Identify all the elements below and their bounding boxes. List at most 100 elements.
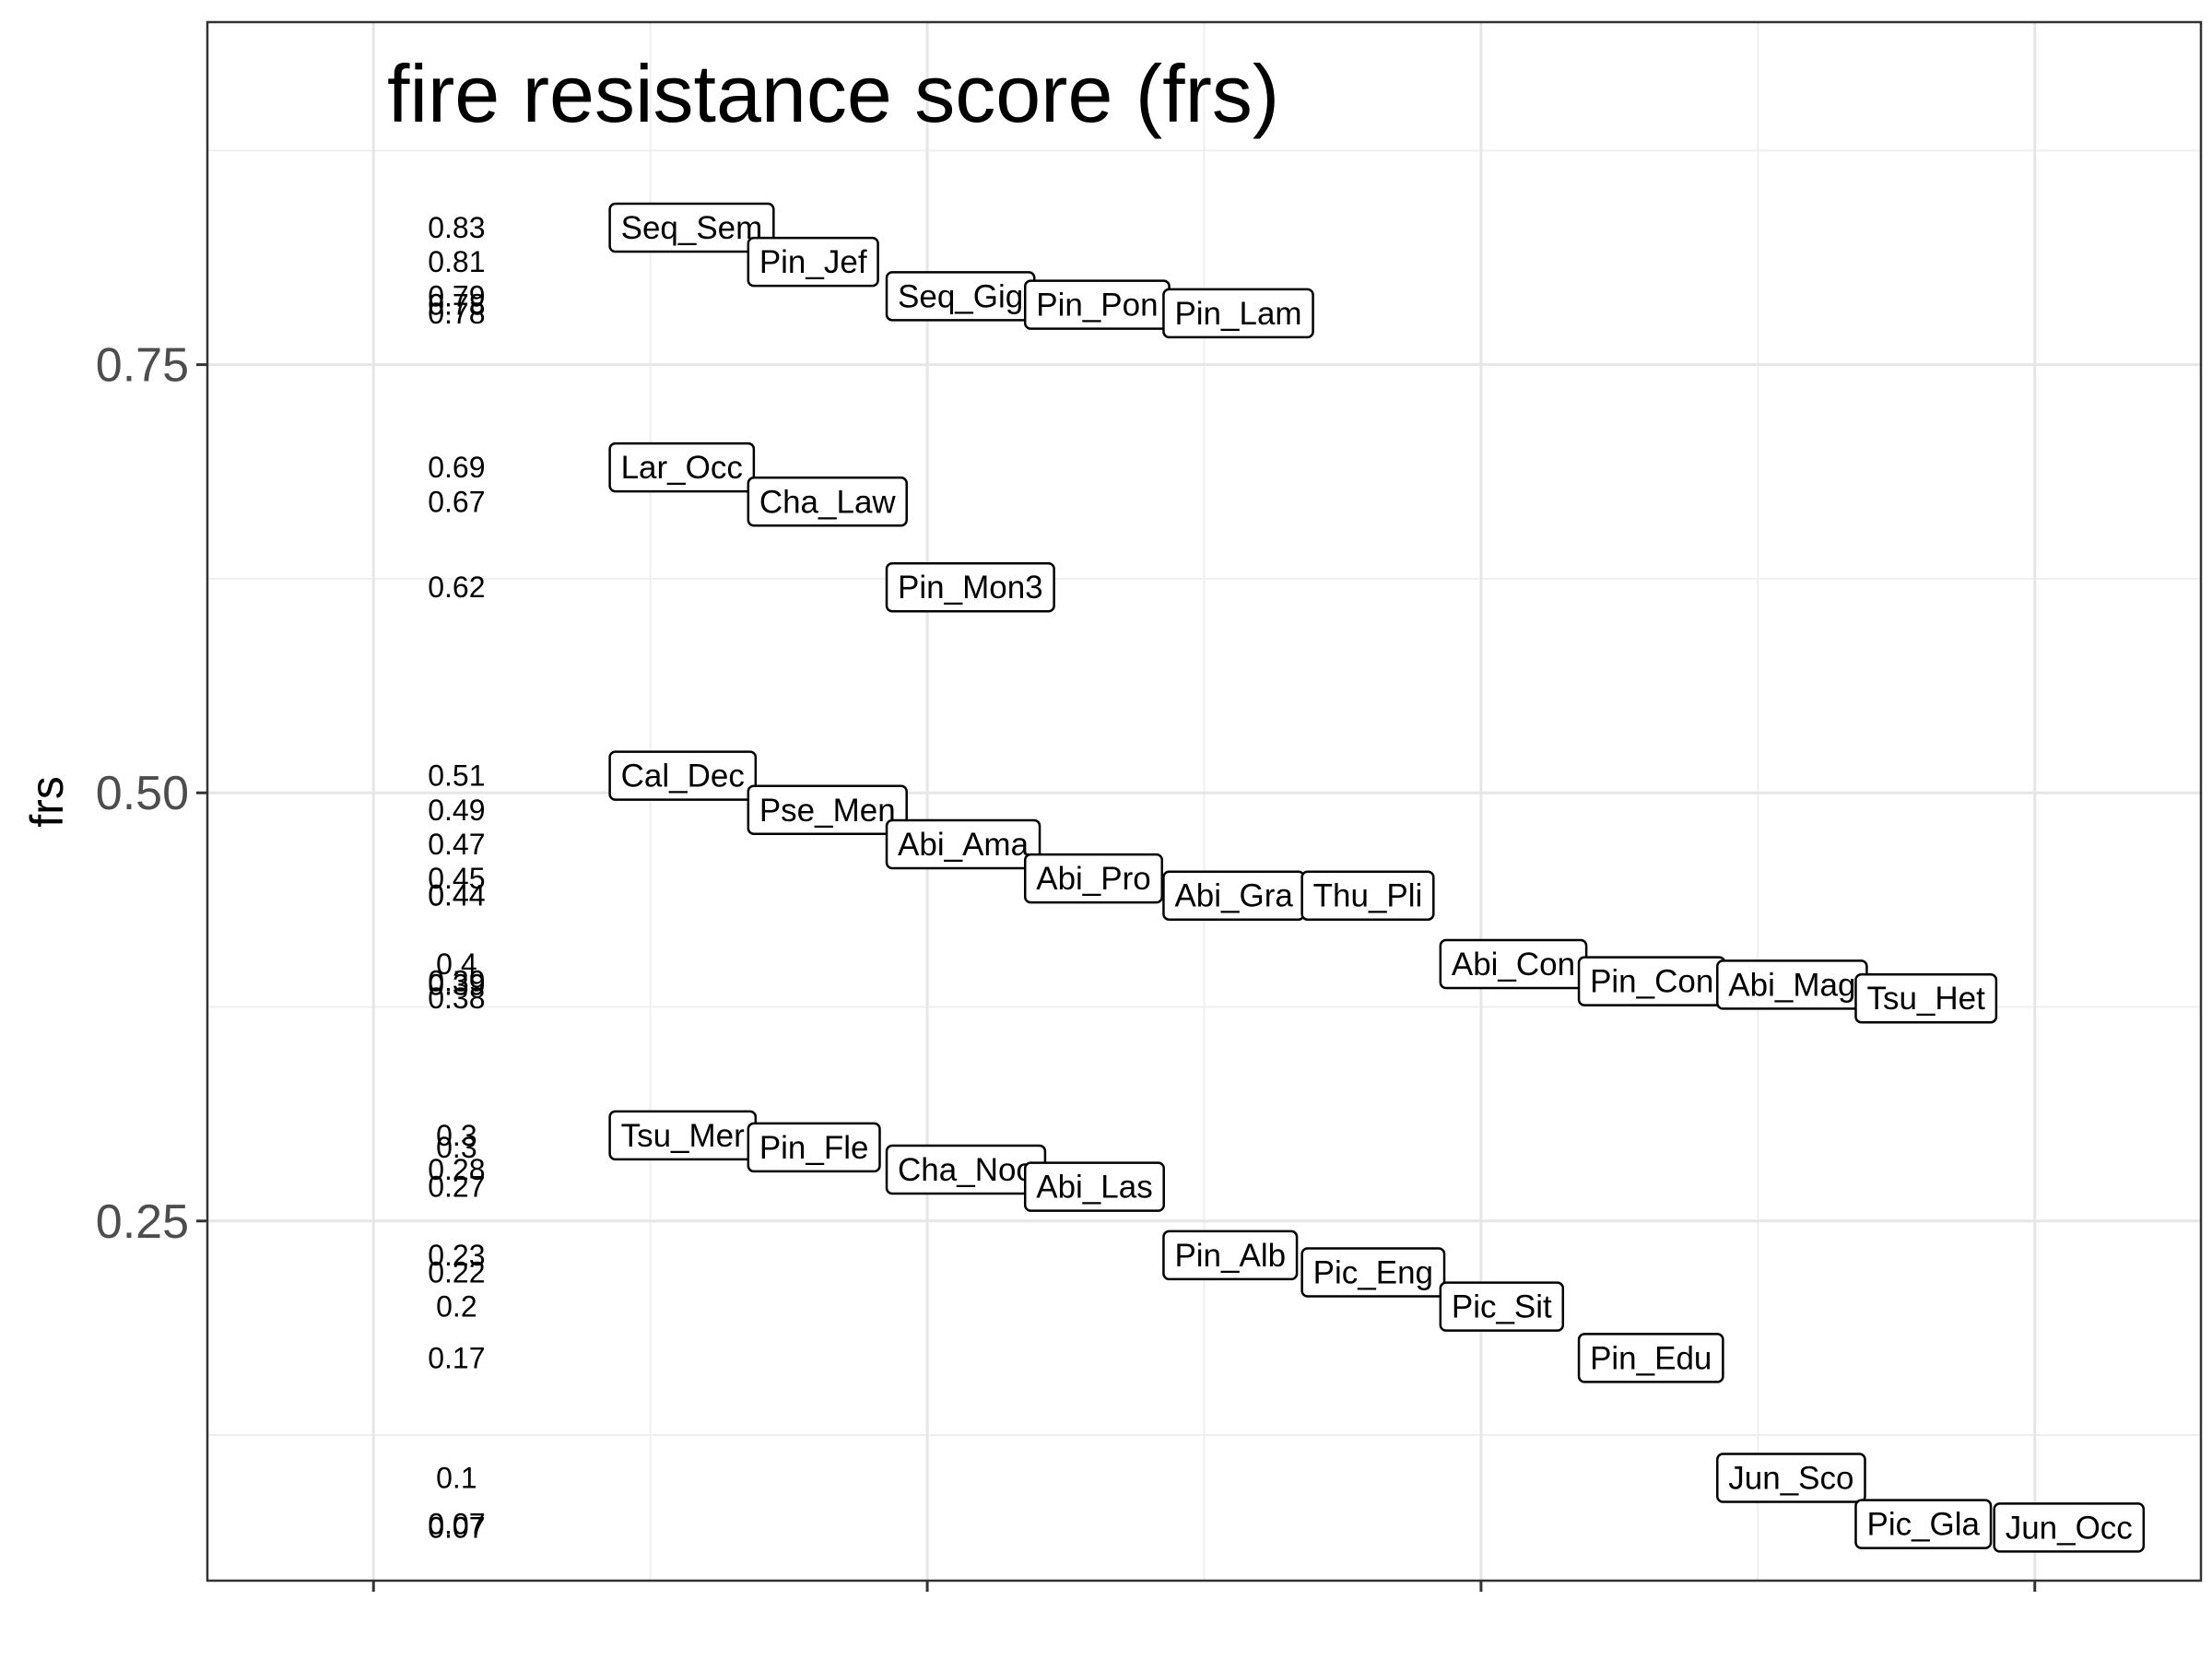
species-label: Pic_Gla bbox=[1854, 1499, 1993, 1549]
species-label-text: Abi_Las bbox=[1036, 1170, 1152, 1206]
species-label-box bbox=[1993, 1502, 2146, 1553]
value-label: 0.28 bbox=[428, 1153, 485, 1186]
y-axis-label: frs bbox=[21, 776, 73, 828]
value-label: 0.27 bbox=[428, 1171, 485, 1204]
value-label: 0.39 bbox=[428, 968, 485, 1001]
value-label: 0.2 bbox=[436, 1290, 477, 1324]
species-label-text: Tsu_Het bbox=[1866, 981, 1985, 1017]
species-label-text: Abi_Pro bbox=[1036, 861, 1151, 897]
species-label: Abi_Mag bbox=[1716, 959, 1868, 1010]
value-label: 0.83 bbox=[428, 211, 485, 244]
species-label-box bbox=[608, 202, 775, 253]
y-tick-label: 0.25 bbox=[96, 1195, 189, 1249]
value-label: 0.78 bbox=[428, 288, 485, 322]
y-tick-label: 0.50 bbox=[96, 767, 189, 820]
species-label: Abi_Pro bbox=[1023, 853, 1164, 904]
value-label: 0.79 bbox=[428, 279, 485, 312]
species-label-text: Pin_Pon bbox=[1036, 288, 1158, 324]
species-label-box bbox=[1023, 853, 1164, 904]
species-label-text: Abi_Mag bbox=[1728, 967, 1855, 1003]
species-label-box bbox=[1716, 1453, 1866, 1503]
y-tick-label: 0.75 bbox=[96, 339, 189, 393]
species-label: Pin_Lam bbox=[1162, 288, 1314, 339]
grid-lines bbox=[207, 22, 2201, 1581]
species-label: Jun_Sco bbox=[1716, 1453, 1866, 1503]
species-label-text: Pin_Alb bbox=[1174, 1238, 1286, 1274]
y-axis: 0.25 0.50 0.75 bbox=[96, 339, 207, 1249]
species-label-box bbox=[885, 561, 1055, 613]
value-label: 0.44 bbox=[428, 879, 485, 912]
value-label: 0.22 bbox=[428, 1256, 485, 1289]
species-label-text: Pic_Sit bbox=[1452, 1289, 1552, 1325]
value-label: 0.51 bbox=[428, 759, 485, 793]
value-label: 0.39 bbox=[428, 965, 485, 998]
species-label-box bbox=[747, 784, 908, 836]
species-label: Abi_Con bbox=[1439, 938, 1588, 990]
species-label-text: Lar_Occ bbox=[621, 450, 743, 486]
value-label: 0.1 bbox=[436, 1462, 477, 1495]
species-label-box bbox=[1300, 1247, 1446, 1298]
species-label-box bbox=[608, 750, 758, 801]
species-label-box bbox=[1854, 1499, 1993, 1549]
species-label: Cal_Dec bbox=[608, 750, 758, 801]
species-label-text: Abi_Con bbox=[1452, 947, 1575, 982]
value-label: 0.44 bbox=[428, 879, 485, 912]
value-label: 0.3 bbox=[436, 1119, 477, 1152]
species-label-text: Pic_Gla bbox=[1866, 1507, 1980, 1543]
species-label-text: Jun_Sco bbox=[1728, 1461, 1853, 1497]
value-label: 0.78 bbox=[428, 297, 485, 330]
species-label-text: Pin_Jef bbox=[759, 244, 867, 280]
species-label-text: Cha_Noo bbox=[898, 1152, 1034, 1188]
value-label: 0.62 bbox=[428, 571, 485, 604]
species-label: Jun_Occ bbox=[1993, 1502, 2146, 1553]
species-label: Cha_Law bbox=[747, 477, 908, 527]
species-label: Pin_Fle bbox=[747, 1122, 881, 1173]
species-label-box bbox=[885, 818, 1041, 870]
species-label: Pic_Sit bbox=[1439, 1281, 1565, 1332]
species-label: Pin_Pon bbox=[1023, 279, 1171, 330]
species-label: Abi_Gra bbox=[1162, 870, 1306, 921]
species-label: Tsu_Mer bbox=[608, 1110, 758, 1161]
species-label-box bbox=[747, 477, 908, 527]
species-label: Cha_Noo bbox=[885, 1144, 1047, 1195]
species-label: Pin_Edu bbox=[1577, 1333, 1724, 1383]
value-label: 0.23 bbox=[428, 1239, 485, 1272]
species-label-text: Pin_Con bbox=[1590, 964, 1713, 1000]
species-label-box bbox=[608, 441, 756, 493]
species-label-text: Jun_Occ bbox=[2006, 1510, 2133, 1546]
value-label: 0.3 bbox=[436, 1131, 477, 1164]
species-label-text: Pin_Lam bbox=[1174, 296, 1301, 332]
value-label: 0.69 bbox=[428, 451, 485, 484]
species-label-text: Tsu_Mer bbox=[621, 1118, 746, 1154]
value-label: 0.81 bbox=[428, 245, 485, 278]
species-label-text: Pin_Edu bbox=[1590, 1340, 1712, 1376]
species-label-box bbox=[1162, 1230, 1299, 1281]
species-label-box bbox=[1300, 870, 1435, 921]
species-label-text: Pin_Fle bbox=[759, 1130, 869, 1166]
species-label-text: Seq_Gig bbox=[898, 278, 1023, 314]
value-label: 0.07 bbox=[428, 1508, 485, 1541]
species-label-box bbox=[1577, 1333, 1724, 1383]
species-label-text: Pic_Eng bbox=[1313, 1255, 1433, 1291]
species-label-box bbox=[1023, 1161, 1165, 1212]
species-label: Pin_Mon3 bbox=[885, 561, 1055, 613]
value-label: 0.17 bbox=[428, 1341, 485, 1374]
species-label-text: Cal_Dec bbox=[621, 759, 745, 794]
species-label-box bbox=[1439, 1281, 1565, 1332]
value-label: 0.07 bbox=[428, 1511, 485, 1544]
species-label-text: Cha_Law bbox=[759, 484, 897, 520]
plot-panel-border bbox=[206, 20, 2203, 1583]
species-label: Pse_Men bbox=[747, 784, 908, 836]
species-label: Abi_Las bbox=[1023, 1161, 1165, 1212]
value-label: 0.38 bbox=[428, 982, 485, 1015]
species-label-text: Seq_Sem bbox=[621, 210, 763, 246]
species-label: Seq_Sem bbox=[608, 202, 775, 253]
species-label-box bbox=[1162, 288, 1314, 339]
species-label-box bbox=[747, 236, 879, 288]
value-label: 0.67 bbox=[428, 485, 485, 518]
species-label-text: Pin_Mon3 bbox=[898, 570, 1043, 606]
species-label: Tsu_Het bbox=[1854, 972, 1998, 1024]
species-label: Pin_Con bbox=[1577, 956, 1726, 1006]
